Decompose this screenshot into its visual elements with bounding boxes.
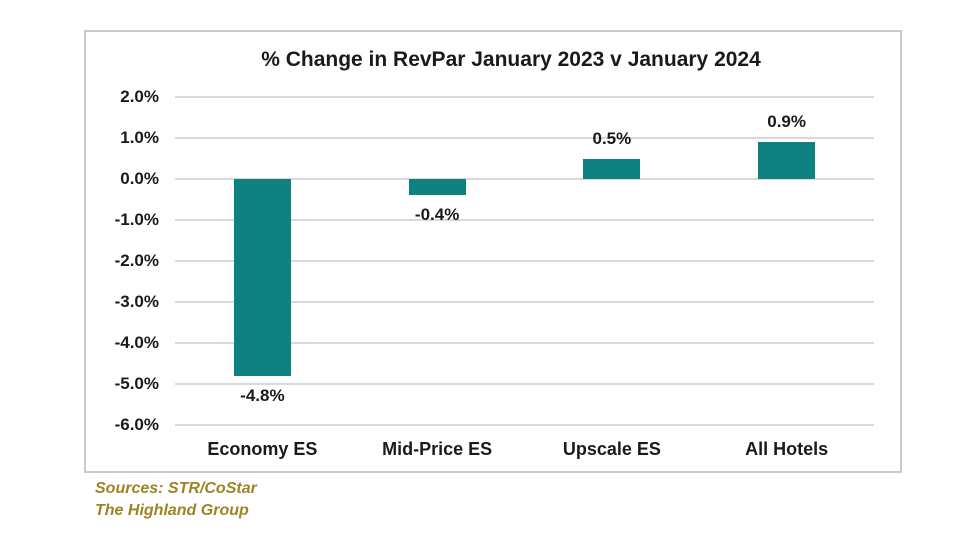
bar-value-label-all-hotels: 0.9%: [767, 112, 806, 132]
gridline: [175, 383, 874, 385]
y-axis-tick-label: -1.0%: [114, 210, 159, 229]
chart-title: % Change in RevPar January 2023 v Januar…: [261, 48, 761, 71]
bar-all-hotels: [758, 142, 816, 179]
bar-value-label-upscale-es: 0.5%: [592, 128, 632, 148]
bar-value-label-mid-price-es: -0.4%: [414, 205, 460, 225]
x-axis-category-label-upscale-es: Upscale ES: [562, 439, 661, 459]
sources-line-1: Sources: STR/CoStar: [95, 480, 257, 497]
gridline: [175, 342, 874, 344]
gridline: [175, 424, 874, 426]
plot-area: 2.0% 1.0% 0.0% -1.0% -2.0% -3.0% -4.0% -5.0% -6.…: [86, 32, 900, 471]
gridline: [175, 301, 874, 303]
y-axis-tick-label: 1.0%: [120, 128, 159, 147]
gridline: [175, 219, 874, 221]
y-axis-tick-label: 0.0%: [120, 169, 159, 188]
bar-upscale-es: [583, 158, 641, 179]
bar-mid-price-es: [408, 179, 466, 196]
sources-line-2: The Highland Group: [95, 502, 249, 519]
x-axis-category-label-mid-price-es: Mid-Price ES: [382, 439, 493, 459]
chart-container: % Change in RevPar January 2023 v Januar…: [84, 30, 902, 473]
x-axis-category-label-economy-es: Economy ES: [207, 439, 318, 459]
bar-value-label-economy-es: -4.8%: [240, 385, 285, 405]
x-axis-category-label-all-hotels: All Hotels: [745, 439, 829, 459]
gridline: [175, 260, 874, 262]
y-axis-tick-label: -4.0%: [114, 333, 159, 352]
gridline: [175, 137, 874, 139]
gridline: [175, 178, 874, 180]
sources-note: Sources: STR/CoStar The Highland Group: [95, 478, 257, 522]
bar-economy-es: [233, 179, 291, 376]
y-axis-tick-label: -2.0%: [114, 251, 159, 270]
y-axis-tick-label: -5.0%: [114, 374, 159, 393]
y-axis-tick-label: -6.0%: [114, 415, 159, 434]
gridline: [175, 96, 874, 98]
y-axis-tick-label: -3.0%: [114, 292, 159, 311]
y-axis-tick-label: 2.0%: [120, 87, 159, 106]
